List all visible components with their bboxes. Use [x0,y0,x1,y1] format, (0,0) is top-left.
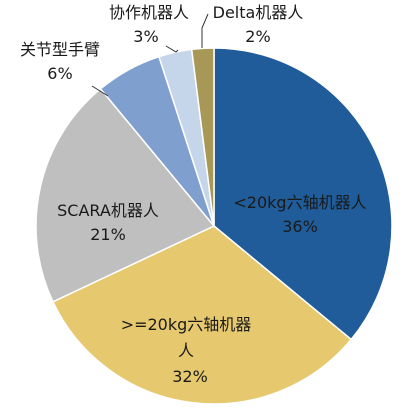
leader-line [165,45,179,53]
leader-line [91,85,109,97]
slice-value-label: 36% [282,217,318,236]
slice-category-label: SCARA机器人 [57,201,159,220]
pie-slices [35,47,393,405]
slice-category-label: 关节型手臂 [20,40,100,59]
pie-slice [35,87,216,303]
slice-category-label: Delta机器人 [213,3,304,22]
pie-slice [51,225,353,405]
slice-value-label: 3% [133,27,158,46]
leader-line [201,13,209,48]
slice-category-label: 协作机器人 [109,3,189,22]
leader-lines [91,13,209,97]
slice-category-label: >=20kg六轴机器 [121,315,252,334]
pie-slice [190,47,215,227]
slice-category-label: 人 [178,341,194,360]
slice-value-label: 32% [172,367,208,386]
slice-value-label: 6% [47,64,72,83]
slice-value-label: 2% [245,27,270,46]
pie-slice [213,47,393,341]
slice-value-label: 21% [90,225,126,244]
slice-labels: <20kg六轴机器人 36% >=20kg六轴机器人 32% SCARA机器人 21% 关节… [20,3,367,386]
slice-category-label: <20kg六轴机器人 [233,193,366,212]
